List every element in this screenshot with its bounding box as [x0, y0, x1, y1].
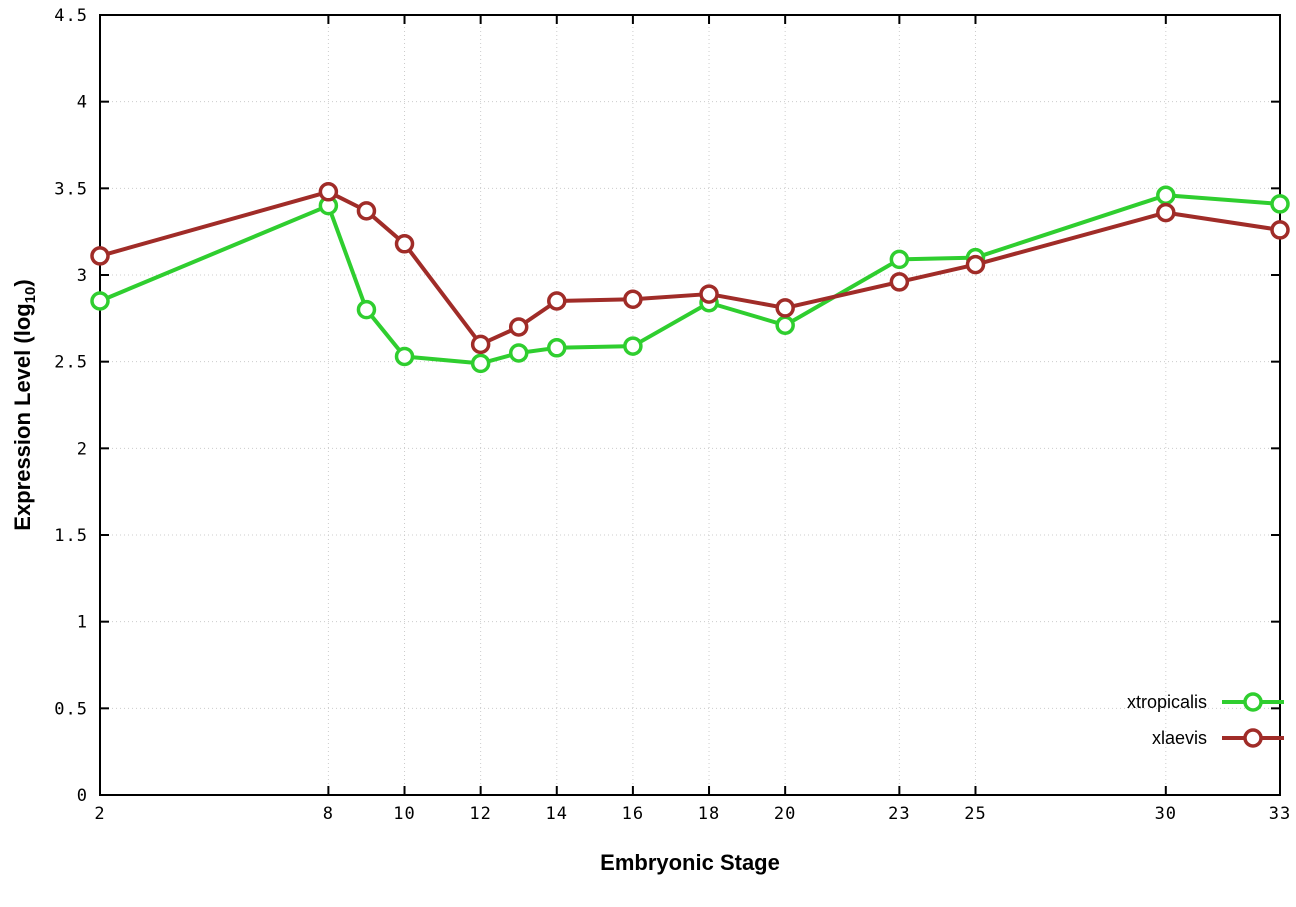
x-tick-label: 14	[546, 804, 568, 824]
legend-label-xlaevis: xlaevis	[1152, 728, 1207, 748]
y-tick-label: 0	[77, 786, 88, 806]
data-point-xtropicalis	[775, 315, 795, 336]
y-tick-label: 4	[77, 93, 88, 113]
data-point-xtropicalis	[470, 353, 491, 374]
legend: xtropicalis xlaevis	[1127, 692, 1284, 748]
y-tick-label: 0.5	[54, 699, 88, 719]
legend-marker-xtropicalis	[1243, 692, 1263, 712]
legend-item-xlaevis: xlaevis	[1152, 728, 1284, 748]
plot-border	[99, 14, 1281, 796]
y-axis-label-main: Expression Level (log	[10, 303, 35, 530]
data-point-xlaevis	[90, 246, 110, 266]
data-point-xtropicalis	[623, 336, 643, 356]
x-tick-label: 30	[1155, 804, 1177, 824]
data-point-xlaevis	[318, 182, 339, 202]
y-axis-label-close: )	[10, 279, 35, 286]
data-point-xtropicalis	[889, 249, 910, 270]
data-point-xtropicalis	[1156, 185, 1176, 206]
series-points-xlaevis	[90, 182, 1290, 355]
y-tick-label: 2	[77, 439, 88, 459]
data-point-xlaevis	[508, 317, 529, 337]
y-tick-label: 1.5	[54, 526, 88, 546]
y-tick-label: 3	[77, 266, 88, 286]
x-tick-label: 16	[622, 804, 644, 824]
data-point-xtropicalis	[508, 343, 529, 363]
x-tick-label: 20	[774, 804, 796, 824]
x-axis-label: Embryonic Stage	[600, 850, 780, 875]
x-tick-label: 8	[323, 804, 334, 824]
data-point-xlaevis	[547, 291, 567, 311]
data-point-xtropicalis	[356, 299, 377, 320]
data-point-xtropicalis	[1270, 194, 1290, 214]
data-point-xlaevis	[470, 334, 491, 355]
data-point-xtropicalis	[394, 346, 415, 367]
data-point-xlaevis	[1270, 220, 1290, 240]
x-tick-label: 12	[469, 804, 491, 824]
y-tick-label: 3.5	[54, 179, 88, 199]
data-point-xlaevis	[394, 234, 415, 254]
x-tick-label: 23	[888, 804, 910, 824]
data-point-xlaevis	[1156, 202, 1176, 223]
data-point-xlaevis	[699, 284, 719, 304]
x-tick-label: 2	[94, 804, 105, 824]
series-layer	[90, 182, 1290, 374]
y-tick-label: 4.5	[54, 6, 88, 26]
x-tick-label: 18	[698, 804, 720, 824]
data-point-xlaevis	[775, 298, 795, 318]
series-line-xtropicalis	[98, 193, 1282, 366]
legend-item-xtropicalis: xtropicalis	[1127, 692, 1284, 712]
legend-label-xtropicalis: xtropicalis	[1127, 692, 1207, 712]
y-tick-label: 1	[77, 613, 88, 633]
data-point-xlaevis	[356, 201, 377, 221]
y-axis-label: Expression Level (log10)	[10, 279, 39, 530]
data-point-xtropicalis	[90, 291, 110, 311]
x-tick-label: 10	[393, 804, 415, 824]
axes-layer	[99, 14, 1281, 796]
x-tick-label: 33	[1269, 804, 1291, 824]
data-point-xtropicalis	[547, 338, 567, 358]
grid-layer	[99, 14, 1281, 796]
y-tick-label: 2.5	[54, 353, 88, 373]
y-axis-label-subscript: 10	[22, 287, 39, 304]
data-point-xlaevis	[889, 272, 910, 292]
data-point-xlaevis	[965, 254, 986, 275]
legend-marker-xlaevis	[1243, 728, 1263, 748]
tick-labels-layer: 2 8 10 12 14 16 18 20 23 25 30 33 0 0.5 1 1.5 2 2.5 3 3.5 4 4…	[54, 6, 1291, 824]
data-point-xlaevis	[623, 289, 643, 310]
x-tick-label: 25	[964, 804, 986, 824]
